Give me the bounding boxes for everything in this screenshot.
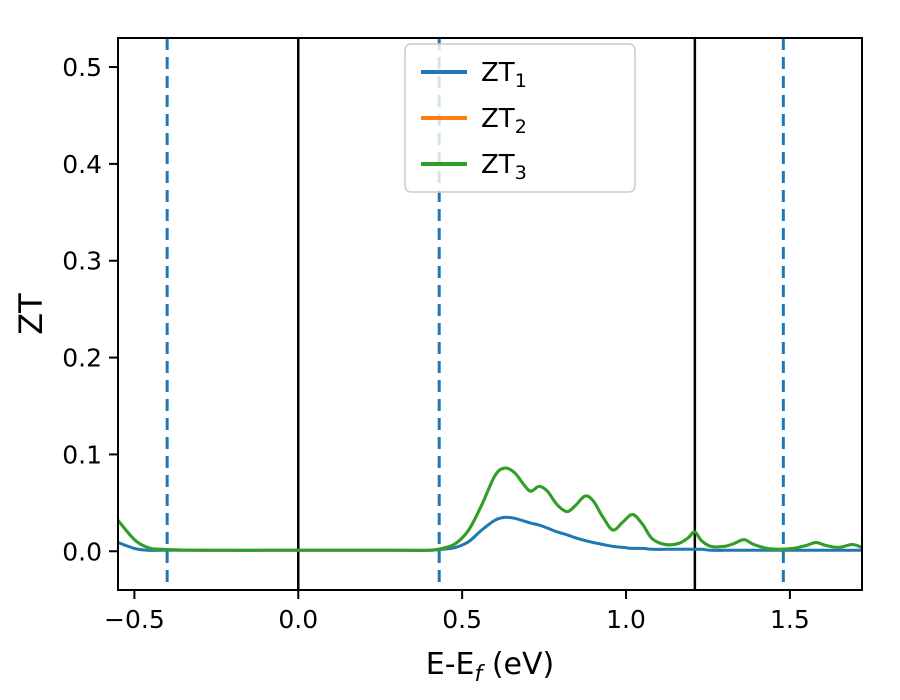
y-tick-label: 0.4 bbox=[62, 150, 102, 179]
x-tick-label: 0.5 bbox=[442, 605, 482, 634]
legend-label-zt2: ZT2 bbox=[481, 104, 527, 138]
x-tick-label: 1.0 bbox=[606, 605, 646, 634]
axes-frame bbox=[117, 37, 863, 591]
legend-label-zt1: ZT1 bbox=[481, 58, 527, 92]
x-tick-label: 0.0 bbox=[278, 605, 318, 634]
y-tick-label: 0.2 bbox=[62, 344, 102, 373]
series-group bbox=[118, 466, 862, 552]
x-tick-label: 1.5 bbox=[770, 605, 810, 634]
y-tick-label: 0.3 bbox=[62, 247, 102, 276]
x-axis-label: E-Ef (eV) bbox=[426, 647, 554, 687]
legend-frame bbox=[404, 43, 636, 193]
y-tick-label: 0.0 bbox=[62, 537, 102, 566]
y-tick-label: 0.1 bbox=[62, 440, 102, 469]
series-zt3-line bbox=[118, 466, 862, 552]
y-tick-label: 0.5 bbox=[62, 53, 102, 82]
x-tick-label: −0.5 bbox=[104, 605, 165, 634]
y-axis-label: ZT bbox=[12, 293, 50, 335]
legend: ZT1 ZT2 ZT3 bbox=[404, 43, 636, 193]
legend-label-zt3: ZT3 bbox=[481, 150, 527, 184]
